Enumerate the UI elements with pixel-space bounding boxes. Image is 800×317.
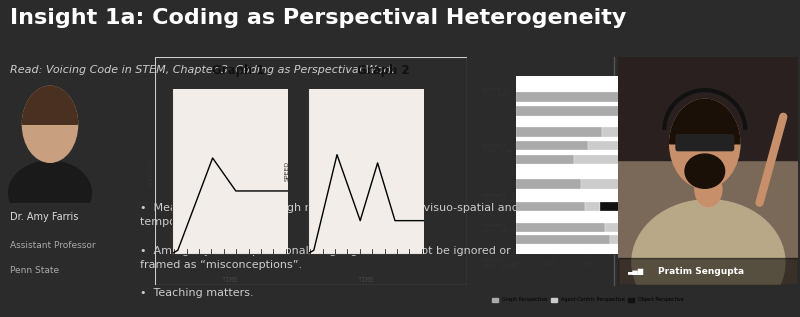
Ellipse shape [685, 154, 725, 188]
Text: TIME: TIME [358, 277, 374, 283]
Bar [516, 92, 620, 102]
Bar [638, 106, 653, 116]
Text: DISTANCE: DISTANCE [149, 156, 154, 187]
Bar [516, 106, 638, 116]
Circle shape [22, 86, 78, 162]
Text: Penn State: Penn State [10, 266, 59, 275]
Ellipse shape [632, 200, 785, 317]
Text: Insight 1a: Coding as Perspectival Heterogeneity: Insight 1a: Coding as Perspectival Heter… [10, 8, 626, 28]
Bar [653, 106, 660, 116]
Bar [581, 179, 624, 189]
Text: Episode 4
16:07 - 19:18: Episode 4 16:07 - 19:18 [482, 223, 514, 234]
Bar [516, 155, 574, 165]
Text: TIME: TIME [222, 277, 238, 283]
Text: Episode 5
19:20 - 23:06: Episode 5 19:20 - 23:06 [482, 258, 514, 269]
Legend: Graph Perspective, Agent-Centric Perspective, Object Perspective: Graph Perspective, Agent-Centric Perspec… [490, 295, 686, 304]
Bar [516, 235, 610, 244]
Bar [610, 235, 646, 244]
Text: •  Teaching matters.: • Teaching matters. [140, 288, 254, 299]
Bar [516, 141, 588, 151]
Text: Graph 1: Graph 1 [211, 64, 264, 77]
Ellipse shape [9, 161, 91, 224]
Text: Assistant Professor: Assistant Professor [10, 241, 96, 250]
Text: Episode 3
13:50 - 17:45: Episode 3 13:50 - 17:45 [482, 193, 515, 204]
Bar [588, 141, 642, 151]
Text: Episode 2
7:29 - 12:49: Episode 2 7:29 - 12:49 [482, 143, 511, 154]
Text: Graph 2: Graph 2 [357, 64, 410, 77]
Bar [642, 141, 660, 151]
Text: •  Ambiguity of computational languages should not be ignored or
framed as “misc: • Ambiguity of computational languages s… [140, 246, 510, 270]
Bar [516, 179, 581, 189]
Bar [646, 223, 660, 232]
Wedge shape [22, 86, 78, 124]
Bar [516, 202, 585, 211]
Bar [624, 179, 660, 189]
Text: Read: Voicing Code in STEM, Chapter 3: Coding as Perspectival Work: Read: Voicing Code in STEM, Chapter 3: C… [10, 65, 394, 75]
Wedge shape [670, 99, 740, 144]
Bar [585, 202, 599, 211]
Bar [646, 235, 660, 244]
Bar [599, 202, 660, 211]
FancyBboxPatch shape [676, 135, 734, 151]
Bar [602, 127, 646, 137]
Bar [649, 155, 660, 165]
Text: ▃▅▇: ▃▅▇ [627, 268, 643, 275]
Bar [649, 92, 660, 102]
FancyArrowPatch shape [759, 117, 783, 203]
Text: Pratim Sengupta: Pratim Sengupta [658, 267, 744, 276]
Ellipse shape [695, 172, 722, 207]
Text: Episode 1
3:12 - 6:45: Episode 1 3:12 - 6:45 [482, 87, 509, 98]
Bar [516, 127, 602, 137]
Bar [618, 258, 798, 285]
Bar [618, 57, 798, 160]
Text: •  Meaning emerges through negotiating different visuo-spatial and
temporal pers: • Meaning emerges through negotiating di… [140, 203, 519, 227]
Text: Dr. Amy Farris: Dr. Amy Farris [10, 212, 78, 223]
Bar [606, 223, 646, 232]
Circle shape [670, 99, 740, 188]
Text: SPEED: SPEED [285, 161, 290, 181]
Bar [620, 92, 649, 102]
Bar [646, 127, 660, 137]
Bar [516, 223, 606, 232]
Bar [574, 155, 649, 165]
